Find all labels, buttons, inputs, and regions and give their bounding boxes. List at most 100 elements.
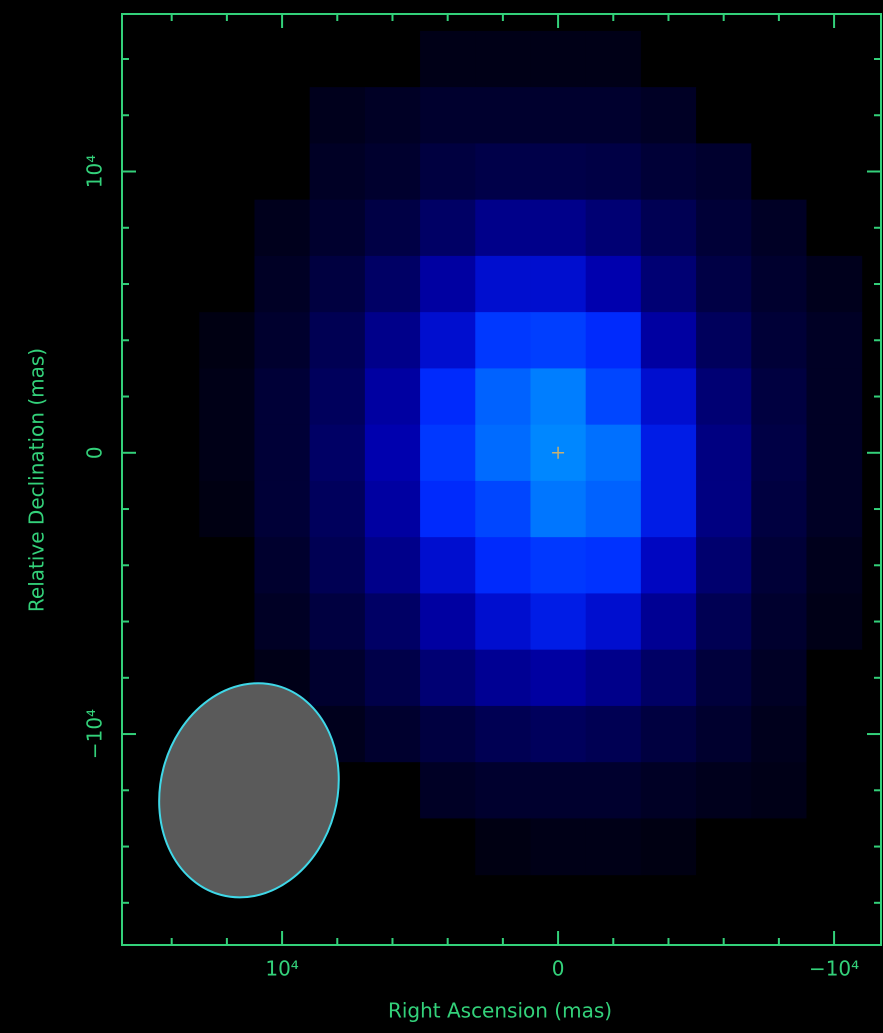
pixel <box>199 87 255 144</box>
pixel <box>806 200 862 257</box>
pixel <box>254 143 310 200</box>
pixel <box>475 706 531 763</box>
pixel <box>586 650 642 707</box>
pixel <box>254 200 310 257</box>
pixel <box>806 87 862 144</box>
pixel <box>310 368 366 425</box>
pixel <box>751 312 807 369</box>
pixel <box>365 481 421 538</box>
pixel <box>806 650 862 707</box>
pixel <box>696 481 752 538</box>
pixel <box>751 481 807 538</box>
pixel <box>365 31 421 88</box>
pixel <box>751 425 807 482</box>
pixel <box>475 256 531 313</box>
pixel <box>199 256 255 313</box>
pixel <box>806 818 862 875</box>
pixel <box>530 593 586 650</box>
pixel <box>751 368 807 425</box>
pixel <box>530 31 586 88</box>
pixel <box>254 481 310 538</box>
x-tick-label: 0 <box>552 957 565 981</box>
pixel <box>696 537 752 594</box>
pixel <box>806 312 862 369</box>
pixel <box>530 200 586 257</box>
pixel <box>751 762 807 819</box>
pixel <box>641 650 697 707</box>
pixel <box>530 143 586 200</box>
pixel <box>254 537 310 594</box>
pixel <box>751 706 807 763</box>
pixel <box>806 425 862 482</box>
pixel <box>199 425 255 482</box>
pixel <box>420 706 476 763</box>
pixel <box>475 87 531 144</box>
pixel <box>586 31 642 88</box>
y-tick-label: 10⁴ <box>83 155 107 188</box>
pixel <box>420 200 476 257</box>
pixel <box>199 312 255 369</box>
pixel <box>641 425 697 482</box>
pixel <box>696 368 752 425</box>
pixel <box>254 256 310 313</box>
pixel <box>530 256 586 313</box>
pixel <box>475 762 531 819</box>
pixel <box>310 256 366 313</box>
pixel <box>310 650 366 707</box>
pixel <box>475 143 531 200</box>
pixel <box>199 537 255 594</box>
pixel <box>365 200 421 257</box>
pixel <box>530 650 586 707</box>
pixel <box>696 425 752 482</box>
pixel <box>365 818 421 875</box>
pixel <box>365 650 421 707</box>
pixel <box>310 312 366 369</box>
x-tick-label: −10⁴ <box>809 957 859 981</box>
pixel <box>420 143 476 200</box>
pixel <box>696 31 752 88</box>
pixel <box>641 818 697 875</box>
pixel <box>806 143 862 200</box>
pixel <box>806 481 862 538</box>
pixel <box>365 425 421 482</box>
pixel <box>530 818 586 875</box>
pixel <box>530 368 586 425</box>
pixel <box>475 537 531 594</box>
pixel <box>641 706 697 763</box>
pixel <box>199 31 255 88</box>
pixel <box>420 481 476 538</box>
pixel <box>199 481 255 538</box>
pixel <box>254 368 310 425</box>
pixel <box>475 481 531 538</box>
pixel <box>806 593 862 650</box>
pixel <box>199 368 255 425</box>
pixel <box>586 537 642 594</box>
pixel <box>254 31 310 88</box>
pixel <box>751 31 807 88</box>
pixel <box>420 593 476 650</box>
pixel <box>641 762 697 819</box>
pixel <box>751 256 807 313</box>
pixel <box>475 593 531 650</box>
pixel <box>806 31 862 88</box>
pixel <box>420 368 476 425</box>
x-tick-label: 10⁴ <box>265 957 298 981</box>
pixel <box>641 87 697 144</box>
pixel <box>696 256 752 313</box>
pixel <box>641 200 697 257</box>
pixel <box>806 368 862 425</box>
pixel <box>310 425 366 482</box>
pixel <box>586 312 642 369</box>
pixel <box>751 87 807 144</box>
pixel <box>365 593 421 650</box>
pixel <box>310 481 366 538</box>
pixel <box>751 818 807 875</box>
pixel <box>586 818 642 875</box>
x-axis-label: Right Ascension (mas) <box>388 999 612 1023</box>
pixel <box>365 312 421 369</box>
pixel <box>475 31 531 88</box>
y-tick-label: 0 <box>83 446 107 459</box>
pixel <box>586 762 642 819</box>
pixel <box>806 256 862 313</box>
pixel <box>806 706 862 763</box>
